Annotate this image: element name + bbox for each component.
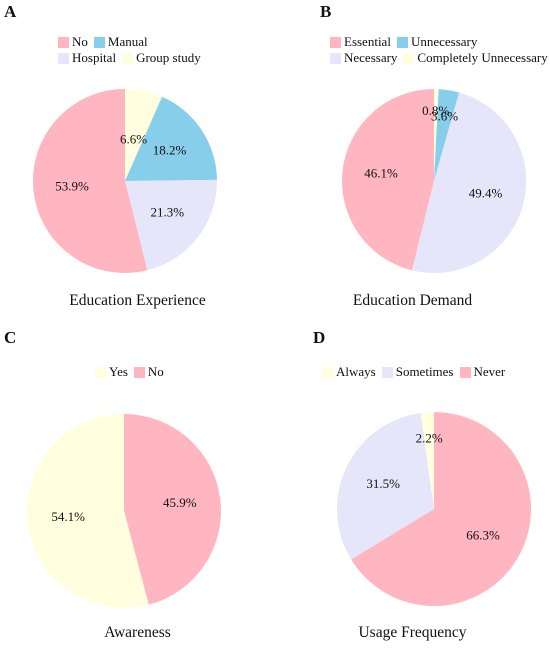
pie-slice-always xyxy=(420,412,434,509)
legend-swatch xyxy=(133,366,145,378)
legend-row: Essential Unnecessary xyxy=(330,34,483,50)
legend-swatch xyxy=(381,366,393,378)
legend-row: Necessary Completely Unnecessary xyxy=(330,50,550,66)
pie-slice-no xyxy=(124,414,222,605)
legend-row: No Manual xyxy=(58,34,154,50)
legend-label: Hospital xyxy=(72,50,117,65)
data-label: 2.2% xyxy=(416,430,443,445)
pie-chart: 66.3% 31.5% 2.2% xyxy=(337,412,532,606)
pie-chart: 45.9% 54.1% xyxy=(27,414,222,608)
data-label: 45.9% xyxy=(163,495,197,510)
chart-title: Usage Frequency xyxy=(358,624,467,641)
data-label: 49.4% xyxy=(469,186,503,201)
data-label: 53.9% xyxy=(55,178,89,193)
legend-swatch xyxy=(93,36,105,48)
pie-chart: 0.8%3.6% 49.4% 46.1% xyxy=(341,89,527,274)
chart-title: Education Demand xyxy=(352,292,473,309)
panel-label: C xyxy=(4,328,17,347)
legend-swatch xyxy=(58,52,69,64)
data-label: 31.5% xyxy=(366,476,400,491)
legend-swatch xyxy=(396,36,408,48)
legend-row: Yes No xyxy=(95,364,170,380)
data-label: 0.8% xyxy=(422,103,449,118)
pie-chart: 6.6% 18.2% 21.3% 53.9% xyxy=(32,88,217,273)
pie-slice-sometimes xyxy=(337,412,434,560)
panel-b: B Essential Unnecessary Necessary Completel… xyxy=(275,0,550,324)
chart-title: Awareness xyxy=(104,624,171,641)
legend-label: Manual xyxy=(107,34,148,49)
legend-swatch xyxy=(459,366,471,378)
legend-label: Necessary xyxy=(344,50,398,65)
panel-label: A xyxy=(4,2,17,21)
legend-label: Never xyxy=(473,364,506,379)
pie-slice-yes xyxy=(27,414,149,608)
pie-slice-completely-unnecessary xyxy=(434,89,439,181)
panel-d: D Always Sometimes Never 66.3% 31.5% 2.2% Us… xyxy=(275,324,550,648)
legend-swatch xyxy=(122,52,134,64)
data-label: 3.6% xyxy=(431,108,458,123)
legend-label: Completely Unnecessary xyxy=(417,50,548,65)
legend-label: Group study xyxy=(136,50,201,65)
legend-label: Essential xyxy=(344,34,391,49)
chart-title: Education Experience xyxy=(69,292,206,309)
pie-slice-no xyxy=(32,88,148,273)
legend-swatch xyxy=(403,52,415,64)
pie-slice-never xyxy=(351,412,532,606)
legend-label: Sometimes xyxy=(395,364,454,379)
panel-label: B xyxy=(320,2,332,21)
pie-slice-manual xyxy=(125,96,217,181)
legend-swatch xyxy=(330,36,341,48)
legend-row: Always Sometimes Never xyxy=(322,364,511,380)
data-label: 46.1% xyxy=(364,166,398,181)
legend-swatch xyxy=(58,36,69,48)
legend-label: Yes xyxy=(109,364,128,379)
legend-row: Hospital Group study xyxy=(58,50,207,66)
pie-slice-hospital xyxy=(125,179,217,271)
panel-label: D xyxy=(313,328,326,347)
panel-a: A No Manual Hospital Group study 6.6% 18.2% 2… xyxy=(0,0,275,324)
legend-swatch xyxy=(322,366,333,378)
pie-slice-unnecessary xyxy=(434,89,460,181)
legend-label: No xyxy=(147,364,164,379)
data-label: 6.6% xyxy=(120,131,147,146)
pie-slice-group-study xyxy=(125,89,163,181)
legend-label: Unnecessary xyxy=(410,34,478,49)
legend-label: Always xyxy=(336,364,376,379)
data-label: 21.3% xyxy=(151,205,185,220)
data-label: 66.3% xyxy=(466,528,500,543)
data-label: 18.2% xyxy=(153,143,187,158)
legend-label: No xyxy=(72,34,88,49)
pie-slice-necessary xyxy=(411,92,527,274)
legend-swatch xyxy=(330,52,341,64)
data-label: 54.1% xyxy=(51,509,85,524)
pie-slice-essential xyxy=(341,89,434,271)
panel-c: C Yes No 45.9% 54.1% Awareness xyxy=(0,324,275,648)
legend-swatch xyxy=(95,366,106,378)
